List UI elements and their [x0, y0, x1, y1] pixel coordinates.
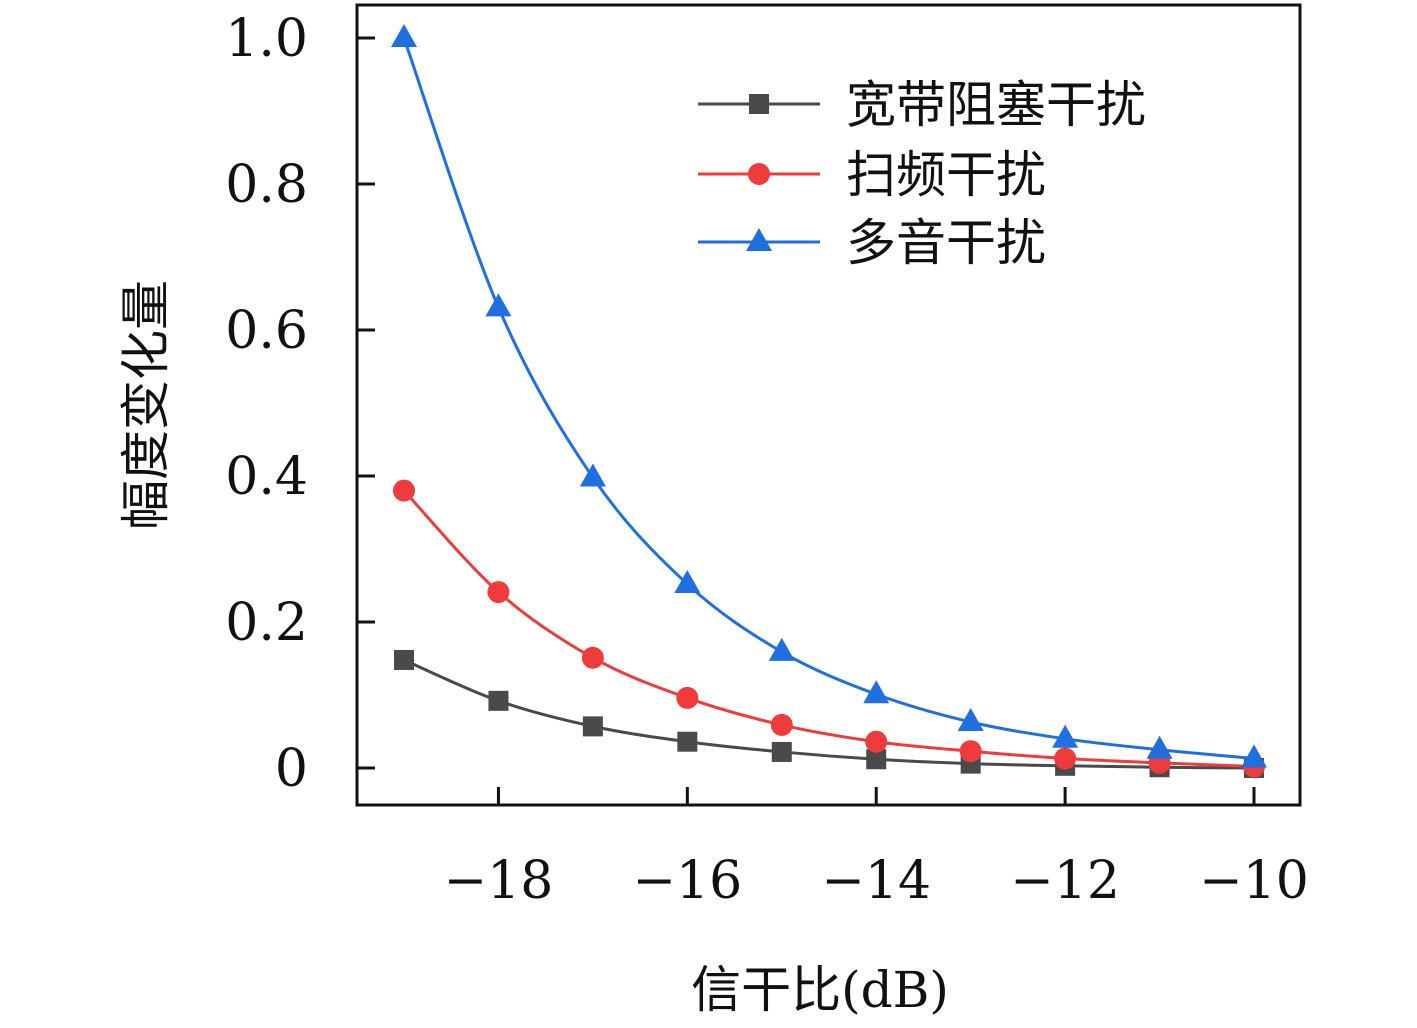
data-point	[581, 646, 604, 669]
data-point	[863, 680, 890, 704]
legend-label: 扫频干扰	[846, 146, 1046, 204]
y-tick-label: 0.4	[225, 447, 308, 507]
legend-item: 多音干扰	[698, 214, 1046, 272]
data-point	[393, 479, 415, 502]
data-point	[582, 716, 603, 737]
legend-label: 宽带阻塞干扰	[846, 76, 1146, 134]
data-point	[866, 749, 887, 770]
data-point	[959, 740, 982, 763]
data-point	[1241, 744, 1267, 768]
legend-marker	[749, 94, 769, 114]
legend-item: 扫频干扰	[698, 146, 1046, 204]
plot-frame	[355, 3, 1302, 807]
x-tick-label: −10	[1199, 851, 1309, 911]
series-triangle	[391, 24, 1267, 768]
data-point	[676, 686, 699, 709]
data-point	[674, 570, 701, 594]
data-point	[1052, 724, 1079, 748]
data-point	[488, 690, 509, 711]
data-point	[770, 713, 793, 736]
data-point	[865, 730, 888, 753]
data-point	[1054, 747, 1077, 770]
series-circle	[393, 479, 1265, 778]
data-point	[768, 637, 795, 661]
data-point	[485, 293, 512, 317]
x-tick-label: −14	[821, 851, 931, 911]
data-point	[957, 708, 984, 732]
series-line	[402, 37, 1255, 761]
y-tick-label: 0.6	[225, 301, 308, 361]
data-point	[677, 731, 698, 752]
x-tick-label: −16	[632, 851, 742, 911]
x-axis-label: 信干比(dB)	[691, 961, 949, 1019]
data-point	[771, 741, 792, 762]
y-tick-label: 0.2	[225, 593, 308, 653]
legend-marker	[746, 228, 772, 251]
data-point	[1146, 735, 1173, 759]
x-tick-label: −18	[444, 851, 554, 911]
series-square	[394, 649, 1264, 778]
x-axis-ticks: −18 −16 −14 −12 −10	[444, 787, 1309, 911]
data-point	[487, 581, 510, 604]
data-point	[394, 649, 414, 670]
y-axis-label: 幅度变化量	[117, 280, 175, 530]
y-tick-label: 0	[275, 739, 308, 799]
series-line	[402, 489, 1255, 769]
data-point	[391, 24, 417, 47]
legend-label: 多音干扰	[846, 214, 1046, 272]
legend-marker	[748, 163, 770, 185]
y-axis-ticks: 0 0.2 0.4 0.6 0.8 1.0	[225, 9, 375, 799]
x-tick-label: −12	[1010, 851, 1120, 911]
series-line	[403, 658, 1255, 770]
y-tick-label: 0.8	[225, 155, 308, 215]
legend-item: 宽带阻塞干扰	[698, 76, 1146, 134]
y-tick-label: 1.0	[225, 9, 308, 69]
series-layer	[391, 24, 1267, 778]
data-point	[579, 463, 606, 487]
